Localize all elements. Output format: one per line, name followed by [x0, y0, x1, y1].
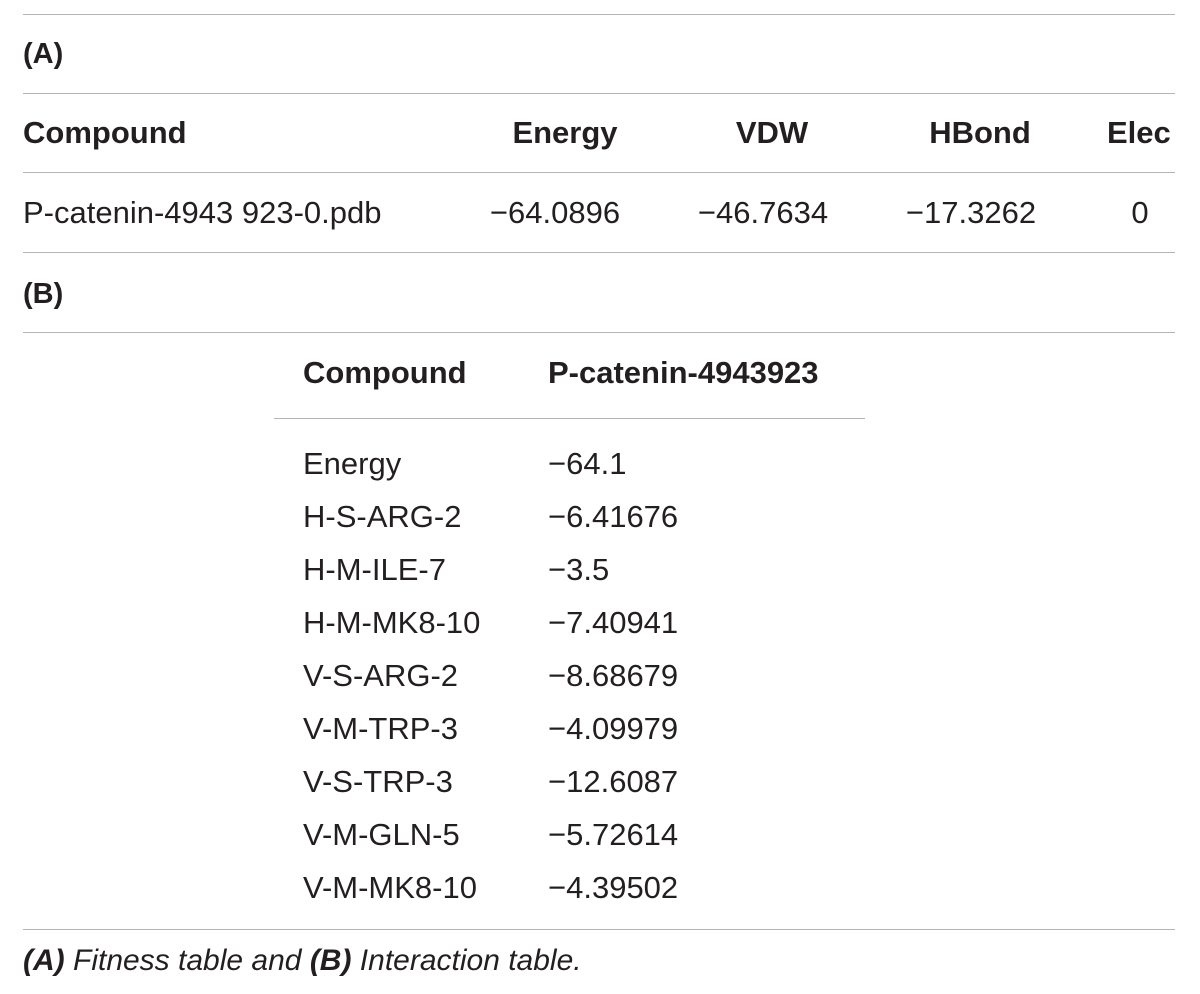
caption-b-text: Interaction table.	[351, 944, 582, 977]
table-a-cell-hbond: −17.3262	[905, 195, 1037, 230]
table-a-header-vdw: VDW	[735, 115, 809, 150]
interaction-term: V-M-GLN-5	[303, 817, 460, 852]
table-row: V-M-GLN-5 −5.72614	[0, 817, 1200, 870]
interaction-term: V-M-TRP-3	[303, 711, 458, 746]
interaction-term: H-S-ARG-2	[303, 499, 462, 534]
table-a-bottom-rule	[23, 252, 1175, 253]
table-a-cell-elec: 0	[1131, 195, 1149, 230]
interaction-value: −12.6087	[548, 764, 679, 799]
table-row: V-M-TRP-3 −4.09979	[0, 711, 1200, 764]
table-a-row-rule	[23, 172, 1175, 173]
table-a-header-elec: Elec	[1107, 115, 1171, 150]
table-b-header-compound: Compound	[303, 355, 467, 390]
table-b-header-rule	[274, 418, 865, 419]
interaction-term: V-M-MK8-10	[303, 870, 477, 905]
table-b-top-rule	[23, 332, 1175, 333]
interaction-value: −3.5	[548, 552, 610, 587]
table-a-header-compound: Compound	[23, 115, 187, 150]
table-row: H-S-ARG-2 −6.41676	[0, 499, 1200, 552]
top-rule	[23, 14, 1175, 15]
caption-b-label: (B)	[309, 944, 352, 977]
table-row: H-M-ILE-7 −3.5	[0, 552, 1200, 605]
interaction-value: −5.72614	[548, 817, 679, 852]
caption-a-text: Fitness table and	[64, 944, 310, 977]
interaction-value: −8.68679	[548, 658, 679, 693]
table-b-label: (B)	[23, 278, 64, 310]
interaction-term: H-M-ILE-7	[303, 552, 446, 587]
table-a-header-energy: Energy	[512, 115, 618, 150]
interaction-value: −7.40941	[548, 605, 679, 640]
table-row: Energy −64.1	[0, 446, 1200, 499]
caption-rule	[23, 929, 1175, 930]
table-a-cell-energy: −64.0896	[489, 195, 621, 230]
table-a-cell-vdw: −46.7634	[697, 195, 829, 230]
interaction-term: V-S-ARG-2	[303, 658, 459, 693]
table-caption: (A) Fitness table and (B) Interaction ta…	[23, 944, 582, 978]
table-row: V-S-ARG-2 −8.68679	[0, 658, 1200, 711]
table-a-label: (A)	[23, 38, 64, 70]
interaction-value: −6.41676	[548, 499, 679, 534]
table-a-header-hbond: HBond	[929, 115, 1031, 150]
interaction-term: V-S-TRP-3	[303, 764, 453, 799]
table-row: V-S-TRP-3 −12.6087	[0, 764, 1200, 817]
interaction-value: −4.09979	[548, 711, 679, 746]
caption-a-label: (A)	[23, 944, 65, 977]
table-b-header-ligand: P-catenin-4943923	[548, 355, 819, 390]
table-row: H-M-MK8-10 −7.40941	[0, 605, 1200, 658]
table-row: V-M-MK8-10 −4.39502	[0, 870, 1200, 923]
interaction-value: −64.1	[548, 446, 627, 481]
interaction-term: Energy	[303, 446, 402, 481]
table-a-cell-compound: P-catenin-4943 923-0.pdb	[23, 195, 382, 230]
table-a-header-rule	[23, 93, 1175, 94]
interaction-term: H-M-MK8-10	[303, 605, 481, 640]
interaction-value: −4.39502	[548, 870, 679, 905]
